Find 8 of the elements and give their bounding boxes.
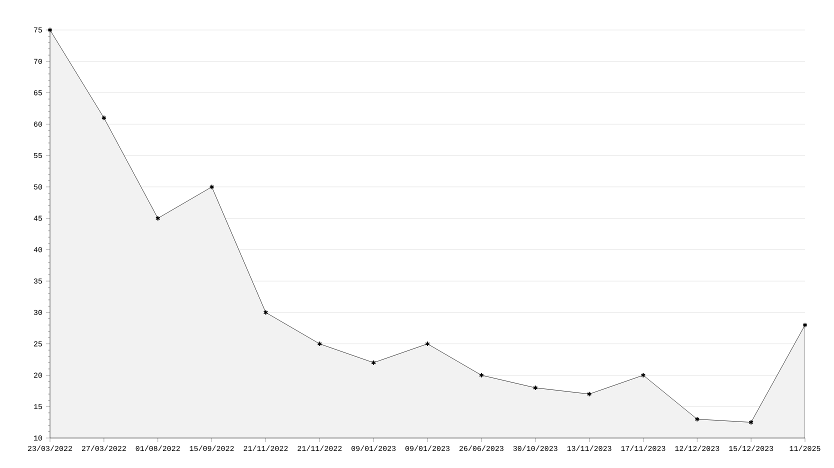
point — [479, 372, 484, 378]
point — [263, 310, 268, 316]
point — [102, 115, 106, 121]
point — [802, 322, 808, 328]
point — [586, 391, 592, 397]
point — [640, 372, 646, 378]
point — [209, 184, 214, 190]
point — [532, 385, 538, 390]
